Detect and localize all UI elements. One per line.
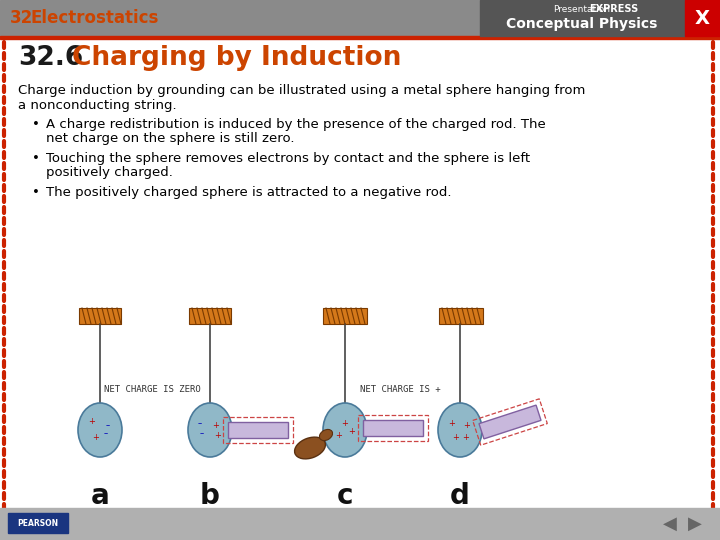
Text: +: + bbox=[212, 422, 220, 430]
Text: c: c bbox=[337, 482, 354, 510]
Text: 32.6: 32.6 bbox=[18, 45, 84, 71]
Text: +: + bbox=[462, 433, 469, 442]
Text: •: • bbox=[32, 152, 40, 165]
Bar bbox=[439, 308, 483, 324]
Text: +: + bbox=[449, 420, 456, 429]
Text: net charge on the sphere is still zero.: net charge on the sphere is still zero. bbox=[46, 132, 294, 145]
Bar bbox=[363, 420, 423, 436]
Bar bbox=[0, 0, 720, 36]
Text: +: + bbox=[341, 420, 348, 429]
Text: Charging by Induction: Charging by Induction bbox=[72, 45, 401, 71]
Text: b: b bbox=[200, 482, 220, 510]
Bar bbox=[0, 508, 720, 540]
Text: PEARSON: PEARSON bbox=[17, 518, 58, 528]
Text: +: + bbox=[348, 428, 356, 436]
Ellipse shape bbox=[294, 437, 325, 459]
Text: X: X bbox=[695, 9, 709, 28]
Ellipse shape bbox=[323, 403, 367, 457]
Text: +: + bbox=[215, 431, 222, 441]
Text: NET CHARGE IS +: NET CHARGE IS + bbox=[360, 386, 441, 395]
Bar bbox=[79, 308, 121, 324]
FancyBboxPatch shape bbox=[8, 513, 68, 533]
Bar bbox=[223, 417, 293, 443]
Text: ▶: ▶ bbox=[688, 515, 702, 533]
Text: EXPRESS: EXPRESS bbox=[590, 4, 639, 14]
Text: +: + bbox=[93, 434, 99, 442]
Text: The positively charged sphere is attracted to a negative rod.: The positively charged sphere is attract… bbox=[46, 186, 451, 199]
Ellipse shape bbox=[320, 429, 333, 441]
Text: –: – bbox=[104, 429, 108, 438]
Text: –: – bbox=[106, 422, 110, 430]
Text: a: a bbox=[91, 482, 109, 510]
Bar bbox=[189, 308, 231, 324]
Text: Charge induction by grounding can be illustrated using a metal sphere hanging fr: Charge induction by grounding can be ill… bbox=[18, 84, 585, 97]
Bar bbox=[228, 422, 288, 438]
Text: –: – bbox=[200, 429, 204, 438]
Text: •: • bbox=[32, 118, 40, 131]
Text: d: d bbox=[450, 482, 470, 510]
Text: –: – bbox=[198, 420, 202, 429]
Bar bbox=[479, 405, 541, 439]
Text: +: + bbox=[453, 433, 459, 442]
Text: +: + bbox=[464, 422, 470, 430]
Text: Presentation: Presentation bbox=[554, 4, 611, 14]
Ellipse shape bbox=[438, 403, 482, 457]
Ellipse shape bbox=[188, 403, 232, 457]
Text: A charge redistribution is induced by the presence of the charged rod. The: A charge redistribution is induced by th… bbox=[46, 118, 546, 131]
Bar bbox=[323, 308, 367, 324]
Text: +: + bbox=[336, 431, 343, 441]
Bar bbox=[685, 0, 720, 36]
Bar bbox=[358, 415, 428, 441]
Text: 32: 32 bbox=[10, 9, 33, 27]
Ellipse shape bbox=[78, 403, 122, 457]
Text: •: • bbox=[32, 186, 40, 199]
Bar bbox=[480, 0, 685, 36]
Bar bbox=[0, 36, 720, 39]
Bar bbox=[473, 399, 547, 445]
Text: ◀: ◀ bbox=[663, 515, 677, 533]
Text: Conceptual Physics: Conceptual Physics bbox=[506, 17, 657, 31]
Text: +: + bbox=[89, 417, 96, 427]
Text: a nonconducting string.: a nonconducting string. bbox=[18, 99, 176, 112]
Text: NET CHARGE IS ZERO: NET CHARGE IS ZERO bbox=[104, 386, 200, 395]
Text: Electrostatics: Electrostatics bbox=[30, 9, 158, 27]
Text: Touching the sphere removes electrons by contact and the sphere is left: Touching the sphere removes electrons by… bbox=[46, 152, 530, 165]
Text: positively charged.: positively charged. bbox=[46, 166, 173, 179]
